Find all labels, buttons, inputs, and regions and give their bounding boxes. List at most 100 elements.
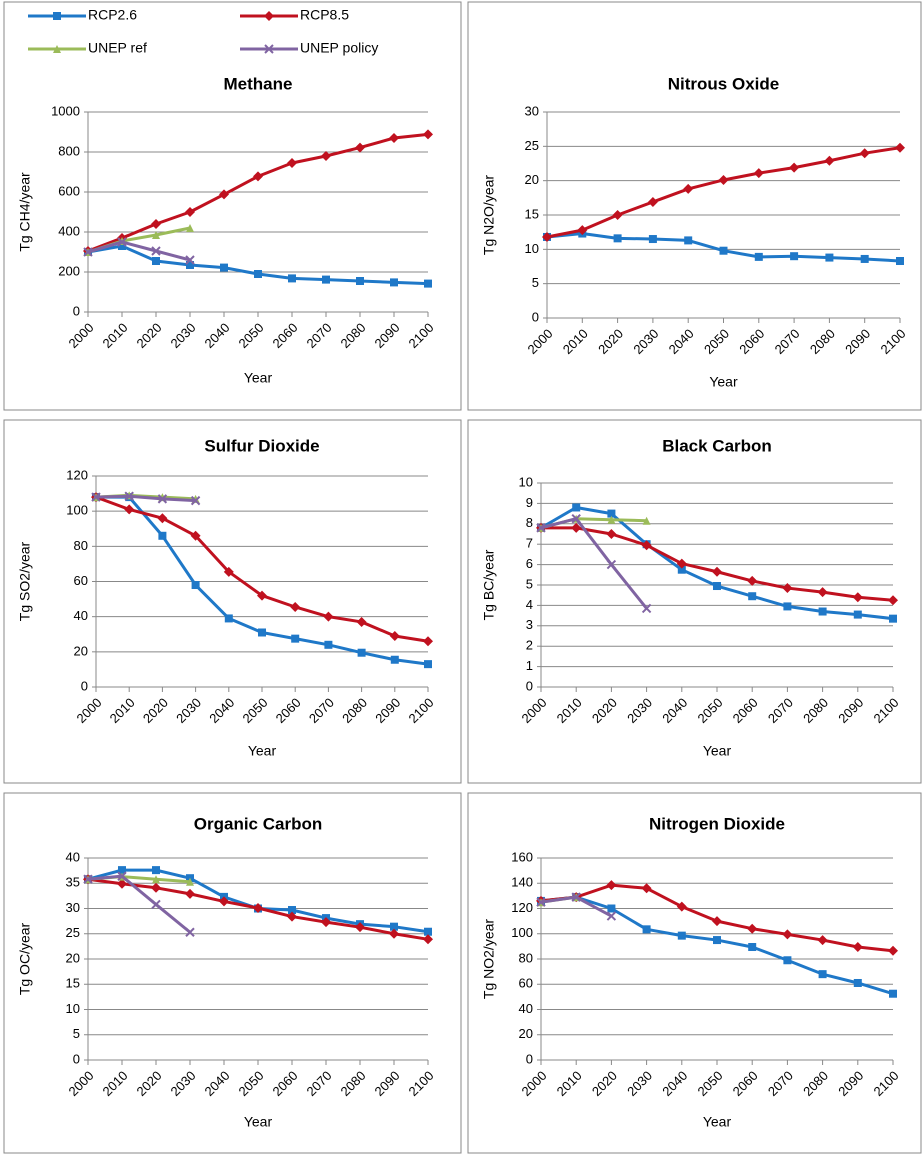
x-tick-label: 2050	[694, 695, 725, 726]
x-tick-label: 2050	[701, 326, 732, 357]
x-tick-label: 2060	[269, 320, 300, 351]
marker	[748, 943, 757, 952]
marker	[291, 634, 300, 643]
panel-border	[467, 792, 922, 1154]
y-tick-label: 100	[511, 925, 533, 940]
marker	[389, 133, 399, 143]
y-tick-label: 5	[73, 1026, 80, 1041]
x-tick-label: 2020	[589, 1068, 620, 1099]
chart-title: Black Carbon	[662, 436, 772, 455]
series-line	[540, 895, 894, 996]
marker	[423, 636, 433, 647]
marker	[157, 494, 168, 504]
marker	[713, 582, 721, 591]
x-axis-label: Year	[703, 1114, 732, 1130]
marker	[124, 491, 134, 501]
marker	[782, 583, 793, 594]
x-tick-label: 2040	[659, 695, 690, 726]
marker	[264, 11, 274, 21]
marker	[860, 254, 869, 263]
chart-title: Nitrogen Dioxide	[649, 814, 785, 833]
marker	[357, 648, 366, 657]
marker	[257, 590, 267, 601]
marker	[424, 927, 432, 936]
marker	[753, 168, 764, 179]
marker	[853, 978, 862, 987]
y-tick-label: 4	[526, 597, 533, 612]
marker	[607, 515, 616, 524]
y-tick-label: 10	[519, 474, 533, 489]
marker	[676, 558, 687, 569]
marker	[747, 575, 758, 586]
marker	[676, 901, 687, 912]
y-tick-label: 60	[74, 573, 88, 588]
x-tick-label: 2080	[800, 1068, 831, 1099]
marker	[684, 236, 693, 245]
x-tick-label: 2020	[595, 326, 626, 357]
x-tick-label: 2070	[765, 695, 796, 726]
marker	[390, 922, 398, 931]
marker	[151, 882, 161, 893]
x-tick-label: 2040	[201, 320, 232, 351]
marker	[185, 888, 195, 899]
marker	[641, 603, 652, 614]
legend-label: RCP2.6	[88, 7, 137, 23]
marker	[152, 866, 160, 875]
x-tick-label: 2050	[235, 320, 266, 351]
marker	[606, 529, 617, 539]
marker	[712, 566, 722, 577]
marker	[642, 516, 651, 525]
y-tick-label: 120	[511, 900, 533, 915]
marker	[606, 880, 617, 891]
marker	[754, 252, 763, 261]
marker	[186, 224, 194, 232]
marker	[287, 158, 297, 168]
x-tick-label: 2030	[167, 320, 198, 351]
x-tick-label: 2010	[560, 326, 591, 357]
y-tick-label: 0	[73, 1051, 80, 1066]
marker	[423, 129, 433, 140]
y-tick-label: 6	[526, 556, 533, 571]
y-tick-label: 2	[526, 638, 533, 653]
y-axis-label: Tg CH4/year	[17, 172, 33, 252]
y-tick-label: 3	[526, 617, 533, 632]
marker	[356, 616, 367, 627]
marker	[390, 278, 398, 287]
marker	[642, 925, 651, 934]
y-tick-label: 100	[66, 503, 88, 518]
y-tick-label: 5	[526, 576, 533, 591]
x-tick-label: 2070	[303, 1068, 334, 1099]
marker	[424, 279, 432, 288]
y-tick-label: 40	[519, 1001, 533, 1016]
x-tick-label: 2100	[870, 1068, 901, 1099]
marker	[853, 610, 862, 619]
marker	[253, 171, 263, 182]
panel-border	[3, 419, 462, 784]
marker	[117, 871, 127, 881]
marker	[536, 523, 546, 533]
y-tick-label: 30	[525, 103, 539, 118]
chart-title: Methane	[224, 74, 293, 93]
x-tick-label: 2100	[405, 695, 436, 726]
y-tick-label: 5	[532, 275, 539, 290]
y-tick-label: 0	[81, 678, 88, 693]
marker	[577, 225, 588, 236]
marker	[53, 45, 61, 53]
marker	[355, 922, 365, 933]
marker	[613, 234, 622, 243]
x-tick-label: 2060	[269, 1068, 300, 1099]
y-tick-label: 20	[525, 172, 539, 187]
x-tick-label: 2060	[736, 326, 767, 357]
marker	[151, 246, 161, 256]
y-tick-label: 25	[66, 925, 80, 940]
x-tick-label: 2020	[133, 320, 164, 351]
x-tick-label: 2030	[173, 695, 204, 726]
x-tick-label: 2100	[870, 695, 901, 726]
marker	[151, 899, 161, 910]
marker	[191, 581, 200, 590]
marker	[571, 892, 581, 902]
chart-title: Organic Carbon	[194, 814, 322, 833]
x-tick-label: 2020	[589, 695, 620, 726]
y-tick-label: 120	[66, 467, 88, 482]
